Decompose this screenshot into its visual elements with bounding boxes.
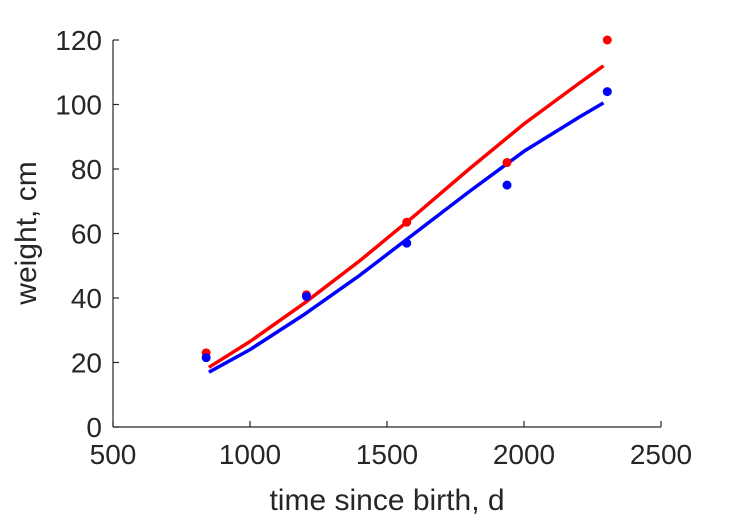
data-point-1	[502, 158, 512, 168]
y-tick-label: 20	[71, 348, 102, 379]
data-point-2	[602, 87, 612, 97]
x-tick-label: 2500	[630, 439, 692, 470]
series	[201, 35, 612, 374]
data-point-2	[301, 291, 311, 301]
y-tick-label: 80	[71, 154, 102, 185]
data-point-2	[201, 353, 211, 363]
data-point-1	[602, 35, 612, 45]
data-point-2	[502, 180, 512, 190]
x-tick-label: 1000	[219, 439, 281, 470]
y-tick-label: 120	[55, 25, 102, 56]
y-tick-label: 100	[55, 90, 102, 121]
y-axis-label: weight, cm	[10, 161, 43, 305]
y-tick-label: 40	[71, 283, 102, 314]
ticks: 500 1000 1500 2000 2500 0 20 40 60 80 100 120	[55, 25, 692, 470]
y-tick-label: 0	[86, 412, 102, 443]
fit-line-2	[208, 101, 605, 374]
fit-line-1	[207, 64, 605, 369]
data-point-1	[402, 217, 412, 227]
data-point-2	[402, 238, 412, 248]
x-tick-label: 500	[90, 439, 137, 470]
x-tick-label: 2000	[493, 439, 555, 470]
x-tick-label: 1500	[356, 439, 418, 470]
axes	[112, 40, 661, 428]
x-axis-label: time since birth, d	[269, 484, 504, 517]
y-tick-label: 60	[71, 219, 102, 250]
